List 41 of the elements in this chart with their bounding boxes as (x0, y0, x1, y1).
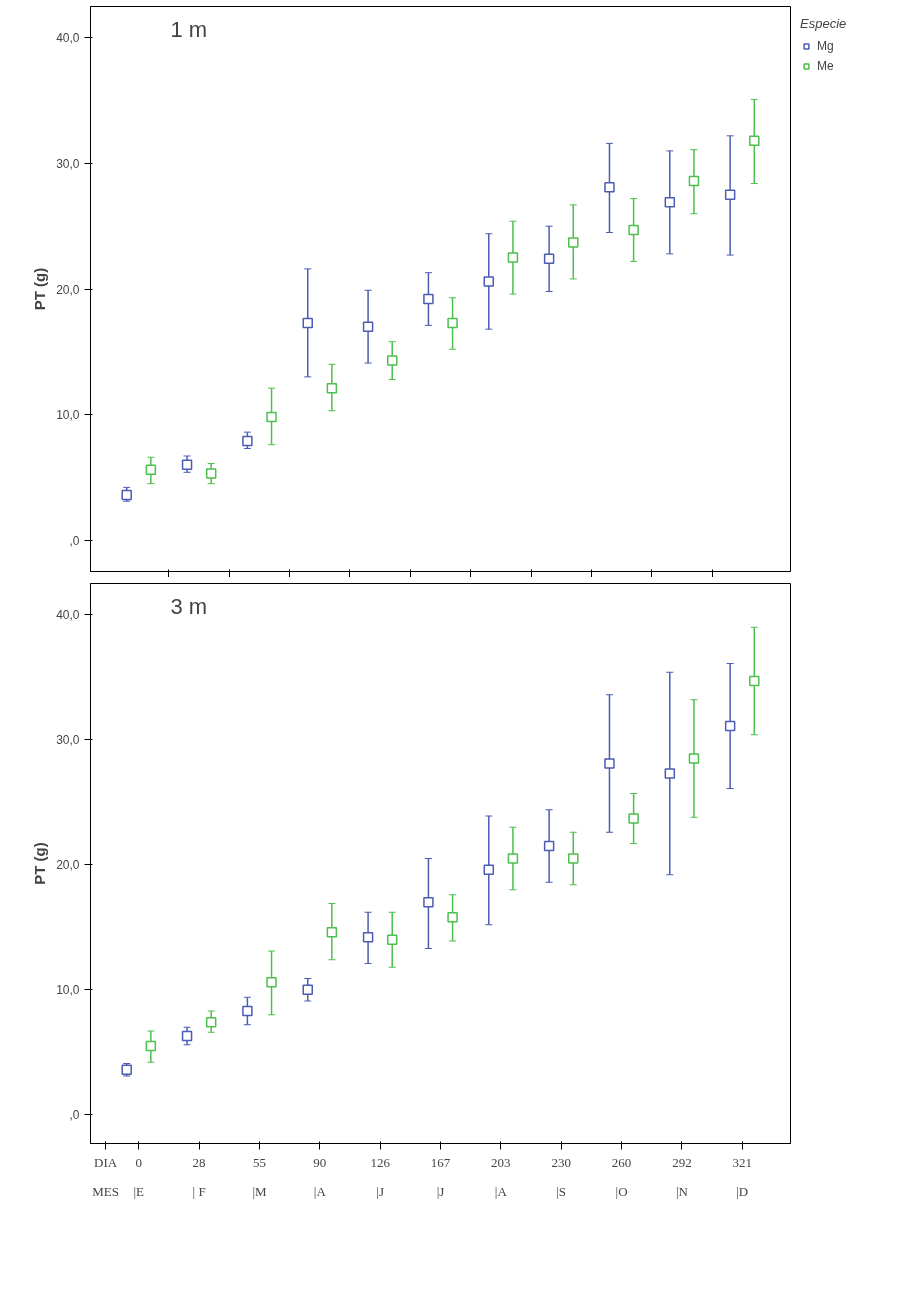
legend-title: Especie (800, 16, 847, 31)
x-tick-label: 126 (370, 1154, 391, 1170)
y-tick-label: 40,0 (56, 608, 80, 623)
text: |J (376, 1183, 384, 1199)
y-tick-label: 30,0 (56, 733, 80, 748)
x-tick-label: 260 (611, 1154, 632, 1170)
y-tick-label: 30,0 (56, 156, 80, 171)
text: 3 m (170, 593, 208, 619)
x-tick-label: 167 (430, 1154, 451, 1170)
text: 1 m (170, 16, 208, 42)
text: DIA (94, 1154, 118, 1170)
text: |D (736, 1183, 749, 1199)
y-tick-label: 20,0 (56, 282, 80, 297)
x-tick-label: 203 (491, 1154, 511, 1170)
x-tick-label: 0 (135, 1154, 143, 1170)
y-tick-label: 40,0 (56, 31, 80, 46)
text: |O (615, 1183, 628, 1199)
y-tick-label: 20,0 (56, 858, 80, 873)
text: MES (92, 1183, 119, 1199)
x-tick-label: 28 (192, 1154, 206, 1170)
y-axis-title: PT (g) (31, 267, 49, 311)
x-tick-label: 55 (252, 1154, 266, 1170)
y-axis-title: PT (g) (31, 842, 49, 885)
y-tick-label: ,0 (69, 1108, 80, 1123)
x-tick-label: 230 (551, 1154, 571, 1170)
text: |A (313, 1183, 327, 1199)
y-tick-label: 10,0 (56, 983, 80, 998)
legend-label: Mg (817, 39, 835, 53)
text: |M (252, 1183, 267, 1199)
legend-label: Me (817, 59, 835, 73)
x-tick-label: 321 (732, 1154, 752, 1170)
text: |E (133, 1183, 145, 1199)
text: |N (675, 1183, 689, 1199)
text: |S (556, 1183, 567, 1199)
text: |J (436, 1183, 445, 1199)
text: |A (494, 1183, 508, 1199)
y-tick-label: 10,0 (56, 408, 80, 423)
x-tick-label: 90 (313, 1154, 327, 1170)
x-tick-label: 292 (672, 1154, 692, 1170)
y-tick-label: ,0 (69, 533, 80, 548)
text: | F (192, 1183, 206, 1199)
